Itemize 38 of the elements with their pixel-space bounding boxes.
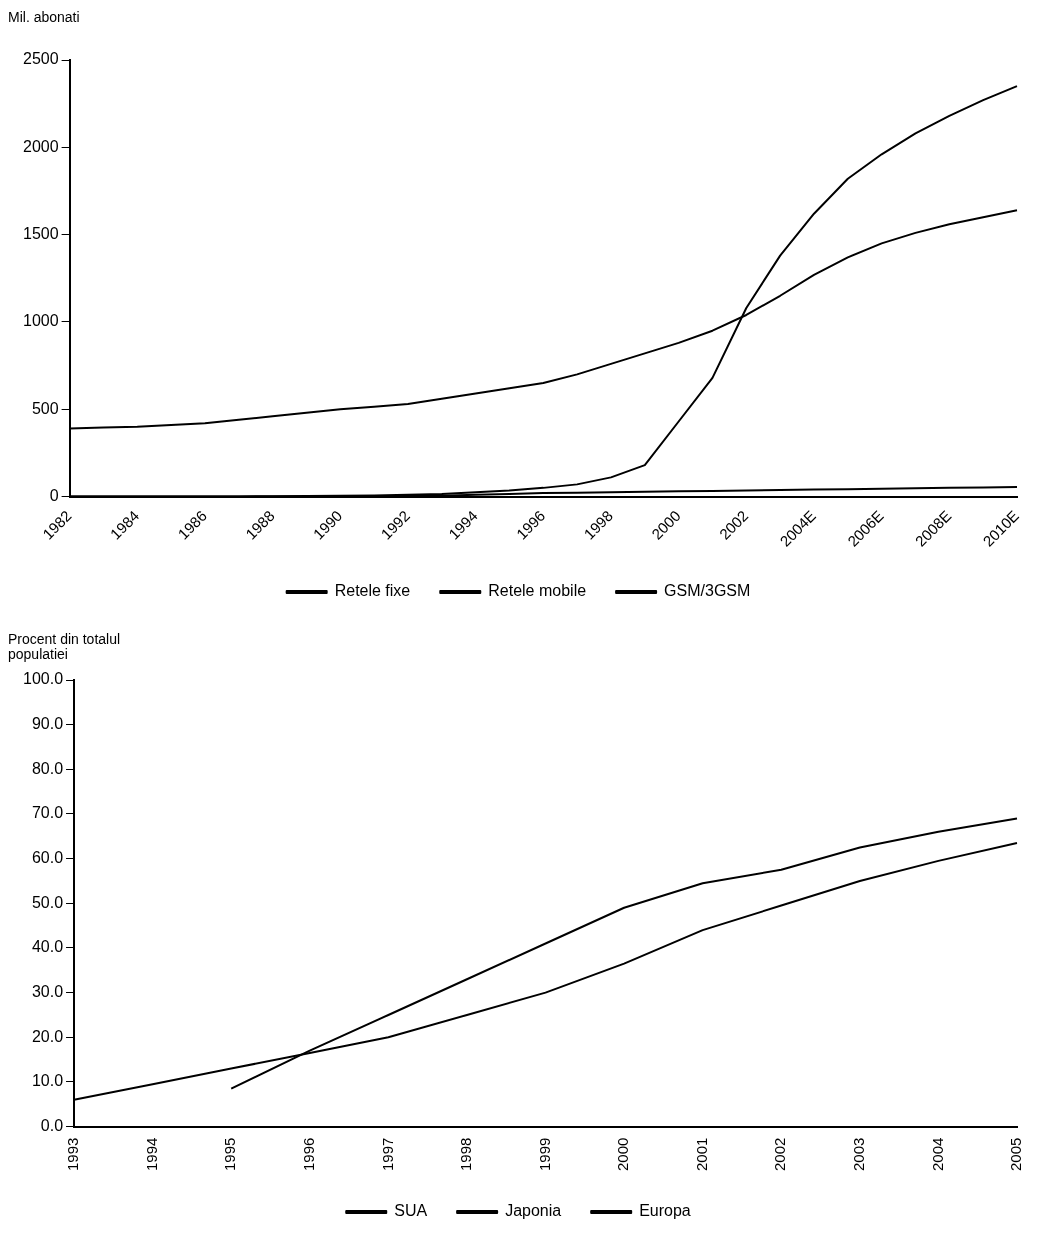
x-tick-label: 1998 [457,1137,475,1172]
y-tick-label: 60.0 [31,849,64,867]
legend-label: Europa [639,1202,691,1220]
y-tick-label: 40.0 [31,938,64,956]
legend-label: SUA [394,1202,428,1220]
x-tick-label: 2002 [771,1137,789,1172]
y-tick-label: 30.0 [31,983,64,1001]
y-tick-label: 2000 [23,137,59,155]
x-tick-label: 2000 [614,1137,632,1172]
y-tick-label: 500 [31,399,59,417]
legend-label: Retele mobile [488,582,587,600]
y-tick-label: 10.0 [31,1072,64,1090]
y-tick-label: 20.0 [31,1027,64,1045]
y-axis-title: Mil. abonati [8,9,81,25]
x-tick-label: 1995 [221,1137,239,1172]
x-tick-label: 2001 [692,1137,710,1172]
x-tick-label: 2005 [1007,1137,1025,1172]
y-tick-label: 0.0 [40,1117,64,1135]
y-tick-label: 1000 [23,312,59,330]
legend-label: GSM/3GSM [664,582,751,600]
y-tick-label: 100.0 [22,670,64,688]
y-tick-label: 2500 [23,50,59,68]
y-tick-label: 70.0 [31,804,64,822]
x-tick-label: 2003 [849,1137,867,1172]
legend-label: Retele fixe [334,582,411,600]
x-tick-label: 1994 [142,1137,160,1172]
y-tick-label: 80.0 [31,759,64,777]
legend-label: Japonia [505,1202,562,1220]
y-tick-label: 0 [49,487,59,505]
x-tick-label: 2004 [928,1137,946,1172]
x-tick-label: 1993 [64,1137,82,1172]
y-tick-label: 1500 [23,225,59,243]
x-tick-label: 1996 [299,1137,317,1172]
y-axis-title: Procent din totalul populatiei [8,631,122,662]
y-tick-label: 90.0 [31,715,64,733]
y-tick-label: 50.0 [31,893,64,911]
x-tick-label: 1997 [378,1137,396,1172]
x-tick-label: 1999 [535,1137,553,1172]
